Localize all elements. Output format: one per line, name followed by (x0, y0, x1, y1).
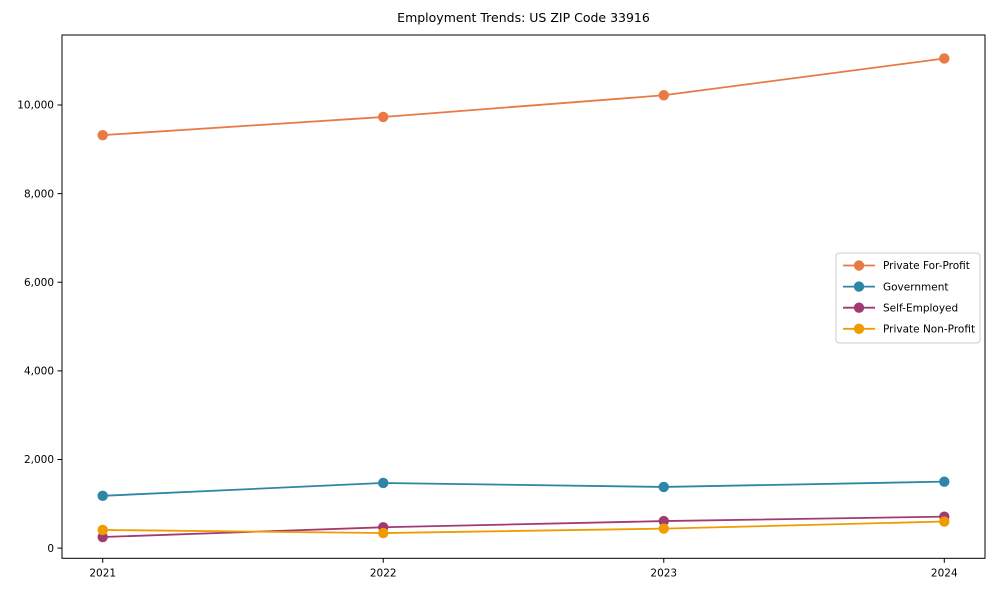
y-axis-tick-label: 4,000 (24, 366, 54, 378)
data-point (658, 481, 669, 493)
x-axis-tick-label: 2021 (89, 567, 116, 579)
series-line-government (101, 480, 946, 497)
legend-swatch-dot (853, 281, 865, 292)
y-axis-tick-label: 8,000 (24, 188, 54, 200)
data-point (378, 111, 389, 123)
data-point (939, 476, 950, 487)
data-point (378, 527, 389, 539)
chart-title: Employment Trends: US ZIP Code 33916 (397, 10, 650, 25)
x-axis-tick-label: 2022 (370, 567, 397, 579)
data-point (97, 524, 108, 536)
data-point (939, 516, 950, 527)
data-point (97, 490, 108, 502)
y-axis-tick-label: 2,000 (24, 454, 54, 466)
x-axis-tick-label: 2024 (931, 567, 958, 579)
legend-label: Private For-Profit (883, 260, 970, 272)
series-line-private-for-profit (101, 57, 946, 137)
data-point (658, 515, 669, 527)
y-axis-tick-label: 0 (47, 543, 54, 555)
legend-label: Private Non-Profit (883, 324, 975, 336)
data-point (939, 53, 950, 64)
data-point (658, 523, 669, 534)
series-line-self-employed (101, 515, 946, 538)
legend-label: Government (883, 281, 948, 293)
y-axis-tick-label: 6,000 (24, 277, 54, 289)
data-point (97, 129, 108, 141)
plot-border (61, 34, 986, 559)
series-line-private-non-profit (101, 520, 946, 534)
x-axis-tick-label: 2023 (650, 567, 677, 579)
y-axis-tick-label: 10,000 (17, 100, 54, 112)
legend-box (835, 252, 981, 344)
data-point (378, 477, 389, 489)
legend-label: Self-Employed (883, 302, 958, 314)
legend-swatch-dot (853, 260, 865, 271)
legend-swatch-dot (853, 302, 865, 313)
legend-swatch-dot (853, 323, 865, 334)
data-point (658, 90, 669, 101)
